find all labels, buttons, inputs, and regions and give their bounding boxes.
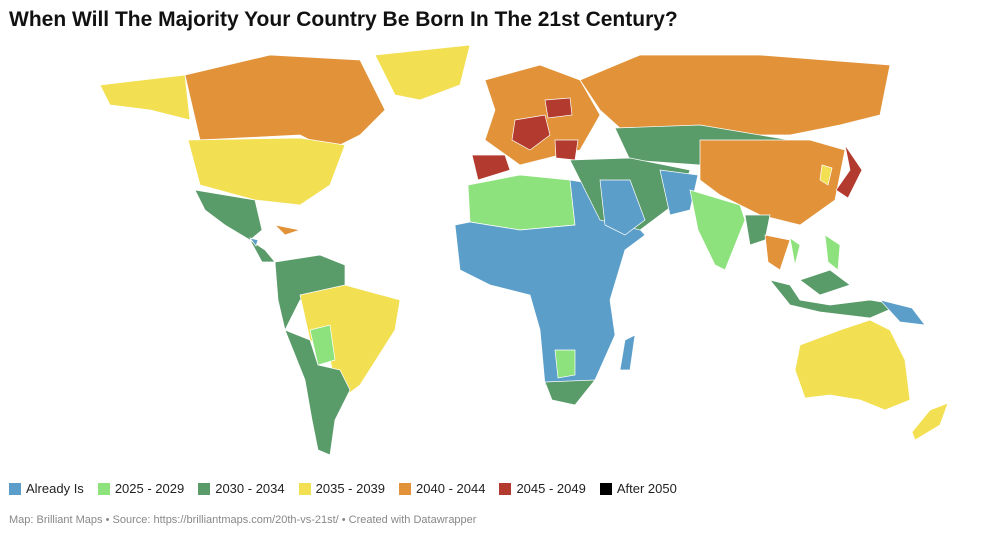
region (579, 54, 891, 136)
legend-swatch (198, 482, 211, 495)
legend-label: 2025 - 2029 (114, 481, 185, 496)
legend-label: After 2050 (616, 481, 677, 496)
region (878, 299, 926, 326)
legend-label: Already Is (26, 481, 84, 496)
region (471, 154, 511, 181)
legend-label: 2035 - 2039 (315, 481, 386, 496)
legend-swatch (499, 482, 512, 495)
region (544, 97, 573, 119)
region (273, 224, 302, 236)
region (764, 234, 791, 271)
region (184, 54, 386, 151)
region (789, 237, 801, 266)
region (284, 329, 351, 456)
legend-swatch (97, 482, 110, 495)
region (511, 114, 551, 151)
legend-swatch (298, 482, 311, 495)
region (467, 174, 576, 231)
region (187, 137, 346, 206)
legend-item: 2030 - 2034 (198, 481, 285, 496)
legend-item: 2045 - 2049 (499, 481, 586, 496)
region (554, 139, 579, 161)
region (599, 179, 646, 236)
region (249, 237, 259, 247)
region (309, 324, 336, 366)
legend-item: Already Is (9, 481, 84, 496)
legend-swatch (599, 482, 612, 495)
region (689, 189, 746, 271)
legend-label: 2030 - 2034 (215, 481, 285, 496)
region (619, 334, 636, 371)
region (374, 44, 471, 101)
legend-item: 2025 - 2029 (97, 481, 185, 496)
footer: Map: Brilliant Maps • Source: https://br… (9, 514, 477, 526)
world-map (99, 44, 949, 456)
legend-swatch (9, 482, 21, 495)
region (99, 74, 191, 121)
legend-swatch (399, 482, 412, 495)
region (544, 379, 596, 406)
region (824, 234, 841, 271)
region (835, 144, 863, 199)
legend-label: 2040 - 2044 (416, 481, 486, 496)
region (454, 179, 646, 406)
legend-item: 2035 - 2039 (298, 481, 386, 496)
region (699, 139, 846, 226)
region (554, 349, 576, 379)
legend-label: 2045 - 2049 (516, 481, 586, 496)
region (911, 402, 949, 441)
legend-item: After 2050 (599, 481, 677, 496)
title: When Will The Majority Your Country Be B… (9, 8, 678, 31)
region (794, 319, 911, 411)
legend: Already Is 2025 - 2029 2030 - 2034 2035 - 2… (9, 481, 677, 496)
legend-item: 2040 - 2044 (399, 481, 485, 496)
region (799, 269, 851, 296)
region (659, 169, 699, 216)
region (819, 164, 833, 186)
region (744, 214, 771, 246)
